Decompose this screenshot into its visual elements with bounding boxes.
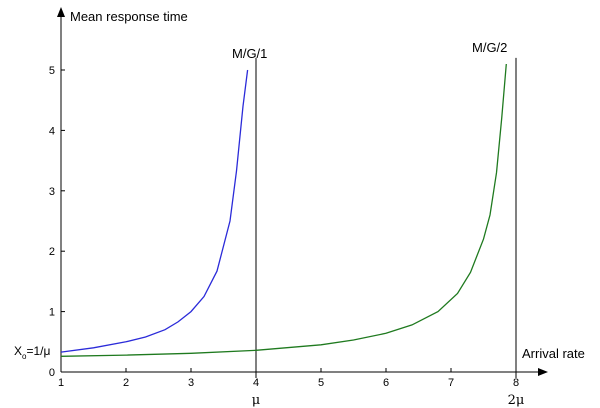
x-tick-label: 4 [253,377,259,389]
y-tick-label: 1 [49,307,55,319]
m-g-2-label: M/G/2 [472,40,507,55]
series-line-m-g-2 [60,63,507,357]
x-tick-label: 3 [188,377,194,389]
x-tick-label: 2 [123,377,129,389]
y-tick-label: 5 [49,65,55,77]
y-tick-label: 3 [49,186,55,198]
y-tick-label: 4 [49,125,55,137]
x-axis-title: Arrival rate [522,346,585,361]
xo-suffix: =1/μ [26,344,50,358]
asymptote-layer: μ 2μ [252,57,525,408]
x-tick-label: 8 [513,377,519,389]
series-line-m-g-1 [60,69,249,353]
y-tick-label: 0 [49,367,55,379]
x-axis-arrow [538,368,548,376]
x-tick-label: 1 [58,377,64,389]
y-axis-title: Mean response time [70,9,188,24]
y-axis-arrow [57,7,65,17]
asymptote-label: 2μ [508,393,525,408]
xo-prefix: X [14,344,22,358]
x-tick-label: 7 [448,377,454,389]
x-tick-label: 5 [318,377,324,389]
y-tick-label: 2 [49,246,55,258]
xo-sub: o [22,352,27,361]
asymptote-label: μ [252,393,260,408]
series-layer [60,63,507,357]
m-g-1-label: M/G/1 [232,46,267,61]
xo-annotation: Xo=1/μ [14,344,50,361]
x-tick-label: 6 [383,377,389,389]
